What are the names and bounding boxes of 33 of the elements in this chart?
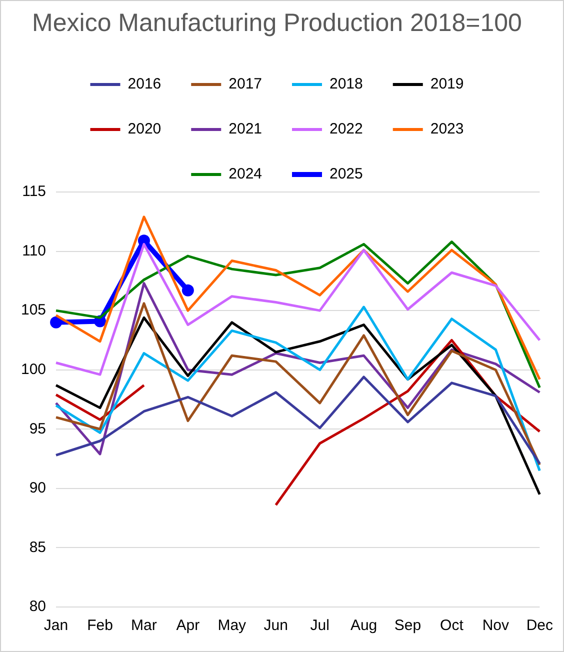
x-tick-label: Mar — [131, 617, 157, 634]
legend-label: 2019 — [430, 76, 464, 93]
x-tick-label: Oct — [440, 617, 464, 634]
y-tick-label: 110 — [22, 242, 46, 260]
legend-label: 2025 — [330, 166, 363, 183]
legend-label: 2021 — [228, 120, 262, 138]
x-tick-label: Apr — [176, 617, 200, 634]
y-tick-label: 100 — [20, 361, 46, 378]
x-tick-label: Feb — [87, 617, 113, 634]
x-tick-label: Sep — [394, 617, 422, 634]
x-tick-label: Aug — [350, 617, 378, 634]
x-tick-label: Nov — [482, 617, 510, 634]
legend-label: 2018 — [330, 76, 363, 93]
point — [182, 284, 194, 296]
x-tick-label: May — [218, 617, 247, 634]
y-tick-label: 95 — [29, 420, 46, 438]
legend-label: 2017 — [228, 76, 262, 93]
y-tick-label: 90 — [29, 480, 46, 497]
y-tick-label: 105 — [20, 302, 46, 319]
legend-label: 2023 — [430, 120, 464, 138]
legend-label: 2024 — [228, 166, 262, 183]
legend-label: 2016 — [128, 76, 162, 93]
point — [50, 316, 62, 328]
x-tick-label: Jan — [44, 617, 68, 634]
y-tick-label: 115 — [22, 183, 46, 200]
y-tick-label: 85 — [29, 538, 46, 556]
chart-title: Mexico Manufacturing Production 2018=100 — [32, 8, 522, 37]
x-tick-label: Jun — [264, 617, 288, 634]
legend-label: 2022 — [330, 120, 363, 138]
x-tick-label: Jul — [310, 617, 330, 634]
legend-label: 2020 — [128, 120, 162, 138]
y-tick-label: 80 — [29, 598, 46, 616]
x-tick-label: Dec — [526, 617, 554, 634]
